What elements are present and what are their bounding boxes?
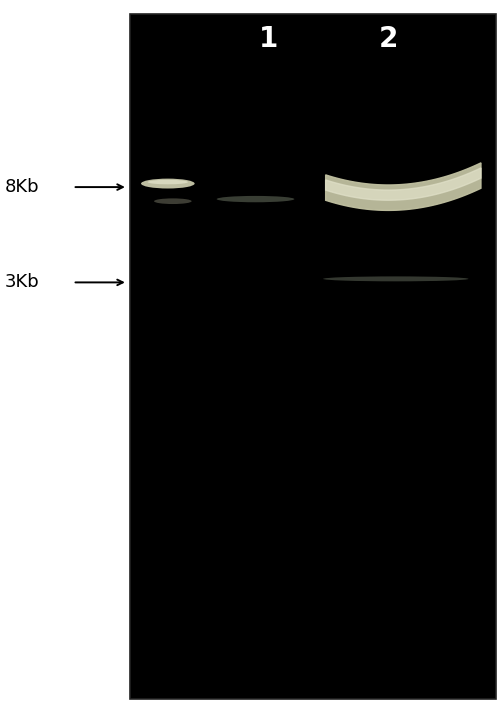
Polygon shape bbox=[326, 163, 481, 210]
Ellipse shape bbox=[141, 179, 194, 189]
Text: 2: 2 bbox=[379, 25, 398, 53]
Text: 1: 1 bbox=[259, 25, 278, 53]
Text: 8Kb: 8Kb bbox=[5, 178, 40, 196]
Ellipse shape bbox=[216, 196, 294, 203]
Text: 3Kb: 3Kb bbox=[5, 273, 40, 292]
Ellipse shape bbox=[148, 180, 188, 184]
Polygon shape bbox=[326, 168, 481, 201]
Ellipse shape bbox=[154, 198, 191, 204]
Ellipse shape bbox=[323, 276, 468, 281]
Bar bbox=[130, 14, 496, 699]
